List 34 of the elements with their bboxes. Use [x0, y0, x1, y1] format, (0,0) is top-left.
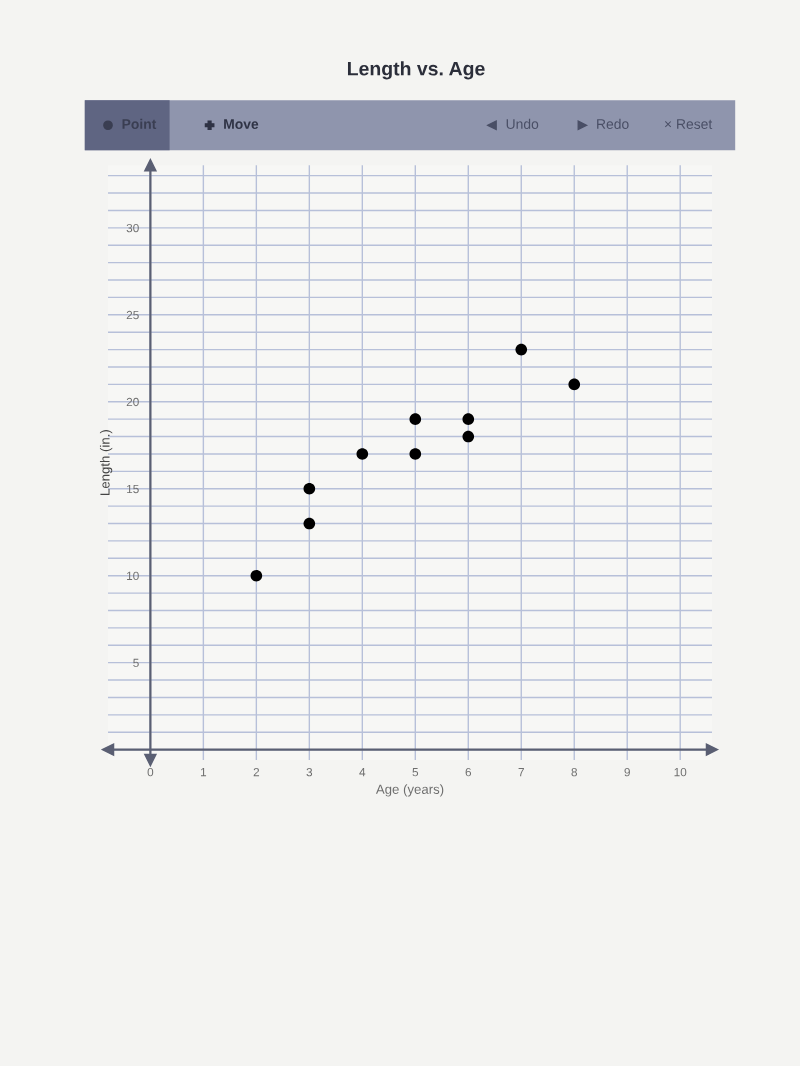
y-tick-label: 30: [126, 223, 139, 233]
point: [250, 569, 263, 582]
text: Undo: [506, 118, 539, 129]
x-tick-label: 10: [674, 767, 687, 777]
y-axis-title: Length (in.): [99, 430, 113, 495]
x-tick-label: 9: [624, 767, 630, 777]
y-tick-label: 10: [127, 571, 139, 581]
x-tick-label: 0: [147, 767, 154, 777]
y-tick-label: 20: [126, 397, 139, 407]
y-tick-label: 15: [127, 484, 139, 494]
text: × Reset: [664, 119, 713, 129]
point: [303, 517, 316, 530]
point: [409, 448, 422, 460]
point: [356, 448, 369, 460]
x-tick-label: 1: [200, 768, 207, 777]
x-tick-label: 8: [571, 767, 578, 777]
point: [409, 413, 422, 425]
x-tick-label: 6: [465, 767, 472, 777]
point: [515, 343, 528, 356]
x-axis-title: Age (years): [375, 784, 444, 797]
point: [303, 482, 316, 495]
point: [568, 378, 581, 391]
text: Redo: [597, 118, 629, 129]
x-tick-label: 4: [359, 768, 366, 777]
y-tick-label: 5: [133, 658, 139, 668]
point: [462, 413, 475, 425]
x-tick-label: 3: [306, 767, 313, 777]
text: Move: [224, 119, 259, 129]
x-tick-label: 7: [518, 768, 524, 777]
y-tick-label: 25: [126, 310, 139, 320]
point: [462, 430, 475, 443]
x-tick-label: 2: [253, 767, 260, 777]
x-tick-label: 5: [412, 768, 419, 777]
chart-title: Length vs. Age: [347, 61, 485, 80]
